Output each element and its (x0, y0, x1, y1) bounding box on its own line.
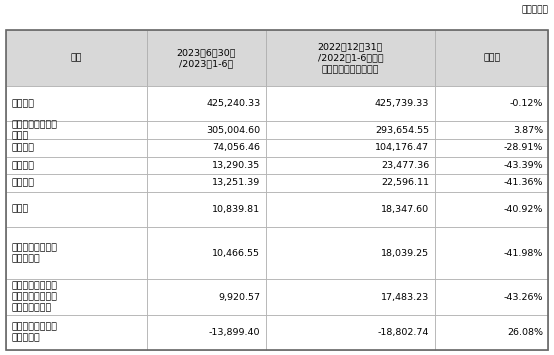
Bar (6, 174, 147, 192)
Bar (6, 86, 147, 121)
Bar (6, 227, 147, 279)
Text: 104,176.47: 104,176.47 (376, 143, 429, 152)
Bar (147, 121, 266, 139)
Text: 425,240.33: 425,240.33 (206, 99, 260, 108)
Text: 17,483.23: 17,483.23 (381, 293, 429, 301)
Text: -13,899.40: -13,899.40 (209, 328, 260, 337)
Bar (435, 227, 548, 279)
Bar (6, 315, 147, 350)
Bar (266, 30, 435, 86)
Bar (266, 192, 435, 227)
Text: 利润总额: 利润总额 (11, 179, 34, 187)
Bar (6, 192, 147, 227)
Bar (266, 139, 435, 157)
Bar (6, 139, 147, 157)
Bar (266, 315, 435, 350)
Bar (6, 121, 147, 139)
Bar (435, 315, 548, 350)
Bar (266, 227, 435, 279)
Text: 22,596.11: 22,596.11 (381, 179, 429, 187)
Text: 净利润: 净利润 (11, 205, 28, 214)
Text: 13,290.35: 13,290.35 (212, 161, 260, 170)
Text: 扣除非经常性损益
后的归属于母公司
所有者的净利润: 扣除非经常性损益 后的归属于母公司 所有者的净利润 (11, 282, 57, 313)
Bar (435, 192, 548, 227)
Bar (266, 121, 435, 139)
Text: 13,251.39: 13,251.39 (212, 179, 260, 187)
Bar (435, 121, 548, 139)
Text: -43.39%: -43.39% (503, 161, 543, 170)
Text: 营业收入: 营业收入 (11, 143, 34, 152)
Text: 10,839.81: 10,839.81 (212, 205, 260, 214)
Text: 项目: 项目 (70, 54, 82, 63)
Bar (147, 279, 266, 315)
Text: 3.87%: 3.87% (513, 126, 543, 135)
Text: 293,654.55: 293,654.55 (375, 126, 429, 135)
Bar (147, 192, 266, 227)
Text: -41.98%: -41.98% (504, 248, 543, 258)
Bar (147, 227, 266, 279)
Bar (6, 157, 147, 174)
Bar (435, 139, 548, 157)
Text: 305,004.60: 305,004.60 (206, 126, 260, 135)
Text: 变动率: 变动率 (483, 54, 500, 63)
Text: 23,477.36: 23,477.36 (381, 161, 429, 170)
Text: 资产总额: 资产总额 (11, 99, 34, 108)
Bar (147, 30, 266, 86)
Text: 74,056.46: 74,056.46 (212, 143, 260, 152)
Text: 2023年6月30日
/2023年1-6月: 2023年6月30日 /2023年1-6月 (177, 48, 236, 68)
Bar (266, 86, 435, 121)
Bar (435, 174, 548, 192)
Text: 2022年12月31日
/2022年1-6月（会
计政策变更后）（注）: 2022年12月31日 /2022年1-6月（会 计政策变更后）（注） (317, 43, 383, 74)
Text: 18,347.60: 18,347.60 (381, 205, 429, 214)
Bar (266, 174, 435, 192)
Text: -41.36%: -41.36% (504, 179, 543, 187)
Text: 归属于母公司所有
者权益: 归属于母公司所有 者权益 (11, 120, 57, 140)
Text: 9,920.57: 9,920.57 (218, 293, 260, 301)
Text: 单位：万元: 单位：万元 (521, 5, 548, 14)
Text: 26.08%: 26.08% (507, 328, 543, 337)
Bar (435, 279, 548, 315)
Bar (6, 279, 147, 315)
Text: -43.26%: -43.26% (504, 293, 543, 301)
Bar (147, 315, 266, 350)
Text: 经营活动产生的现
金流量净额: 经营活动产生的现 金流量净额 (11, 322, 57, 342)
Bar (266, 157, 435, 174)
Text: 18,039.25: 18,039.25 (381, 248, 429, 258)
Text: 营业利润: 营业利润 (11, 161, 34, 170)
Text: -0.12%: -0.12% (510, 99, 543, 108)
Text: -28.91%: -28.91% (504, 143, 543, 152)
Text: -40.92%: -40.92% (504, 205, 543, 214)
Bar (266, 279, 435, 315)
Text: 425,739.33: 425,739.33 (375, 99, 429, 108)
Text: 归属于母公司所有
者的净利润: 归属于母公司所有 者的净利润 (11, 243, 57, 263)
Bar (147, 86, 266, 121)
Bar (6, 30, 147, 86)
Bar (147, 139, 266, 157)
Bar (435, 157, 548, 174)
Bar (147, 157, 266, 174)
Bar (147, 174, 266, 192)
Text: 10,466.55: 10,466.55 (212, 248, 260, 258)
Text: -18,802.74: -18,802.74 (378, 328, 429, 337)
Bar (435, 30, 548, 86)
Bar (435, 86, 548, 121)
